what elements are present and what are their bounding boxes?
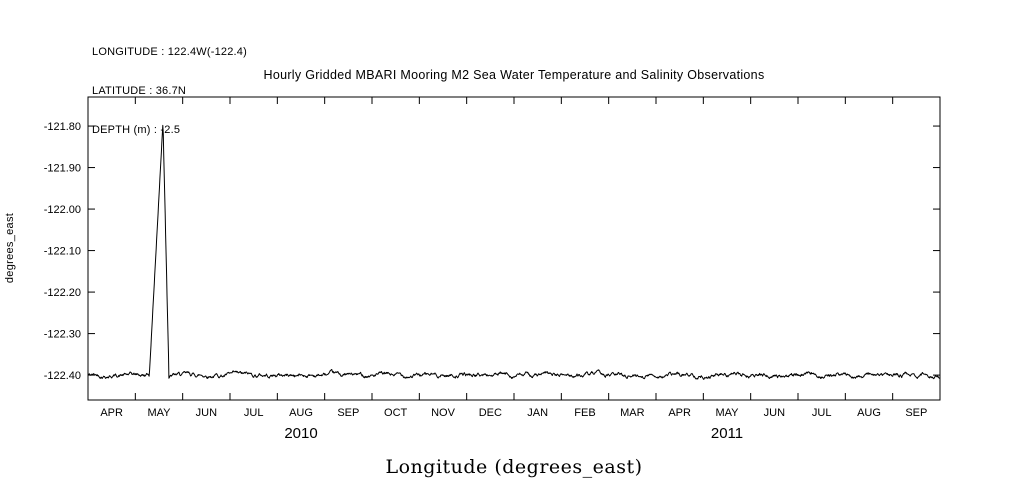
x-tick-label: AUG [289,407,313,419]
x-axis-label: Longitude (degrees_east) [385,456,643,478]
x-tick-label: NOV [431,407,456,419]
y-tick-label: -121.90 [44,163,81,175]
x-tick-label: OCT [384,407,408,419]
x-tick-label: MAY [715,407,739,419]
y-tick-label: -121.80 [44,121,81,133]
x-tick-label: JUN [764,407,785,419]
y-tick-label: -122.10 [44,246,81,258]
x-tick-label: JUL [812,407,832,419]
x-tick-label: MAY [147,407,171,419]
year-label: 2011 [711,425,743,442]
data-line [87,124,941,380]
x-tick-label: SEP [905,407,927,419]
y-tick-label: -122.30 [44,329,81,341]
year-label: 2010 [284,425,317,442]
y-tick-label: -122.40 [44,370,81,382]
metadata-line-longitude: LONGITUDE : 122.4W(-122.4) [92,46,247,58]
y-tick-label: -122.00 [44,204,81,216]
x-tick-label: AUG [857,407,881,419]
x-tick-label: MAR [620,407,645,419]
x-tick-label: JAN [527,407,548,419]
metadata-line-depth: DEPTH (m) : -2.5 [92,124,181,136]
x-tick-label: APR [668,407,691,419]
y-axis-label: degrees_east [4,212,16,284]
plot-frame [87,96,941,401]
x-tick-label: SEP [337,407,359,419]
x-tick-label: FEB [574,407,595,419]
metadata-line-latitude: LATITUDE : 36.7N [92,85,187,97]
x-tick-label: DEC [479,407,502,419]
x-tick-label: APR [100,407,123,419]
x-tick-label: JUN [196,407,217,419]
plot-title: Hourly Gridded MBARI Mooring M2 Sea Wate… [263,68,765,82]
x-tick-label: JUL [244,407,264,419]
y-tick-label: -122.20 [44,287,81,299]
metadata-block: LONGITUDE : 122.4W(-122.4) LATITUDE : 36… [92,20,247,163]
